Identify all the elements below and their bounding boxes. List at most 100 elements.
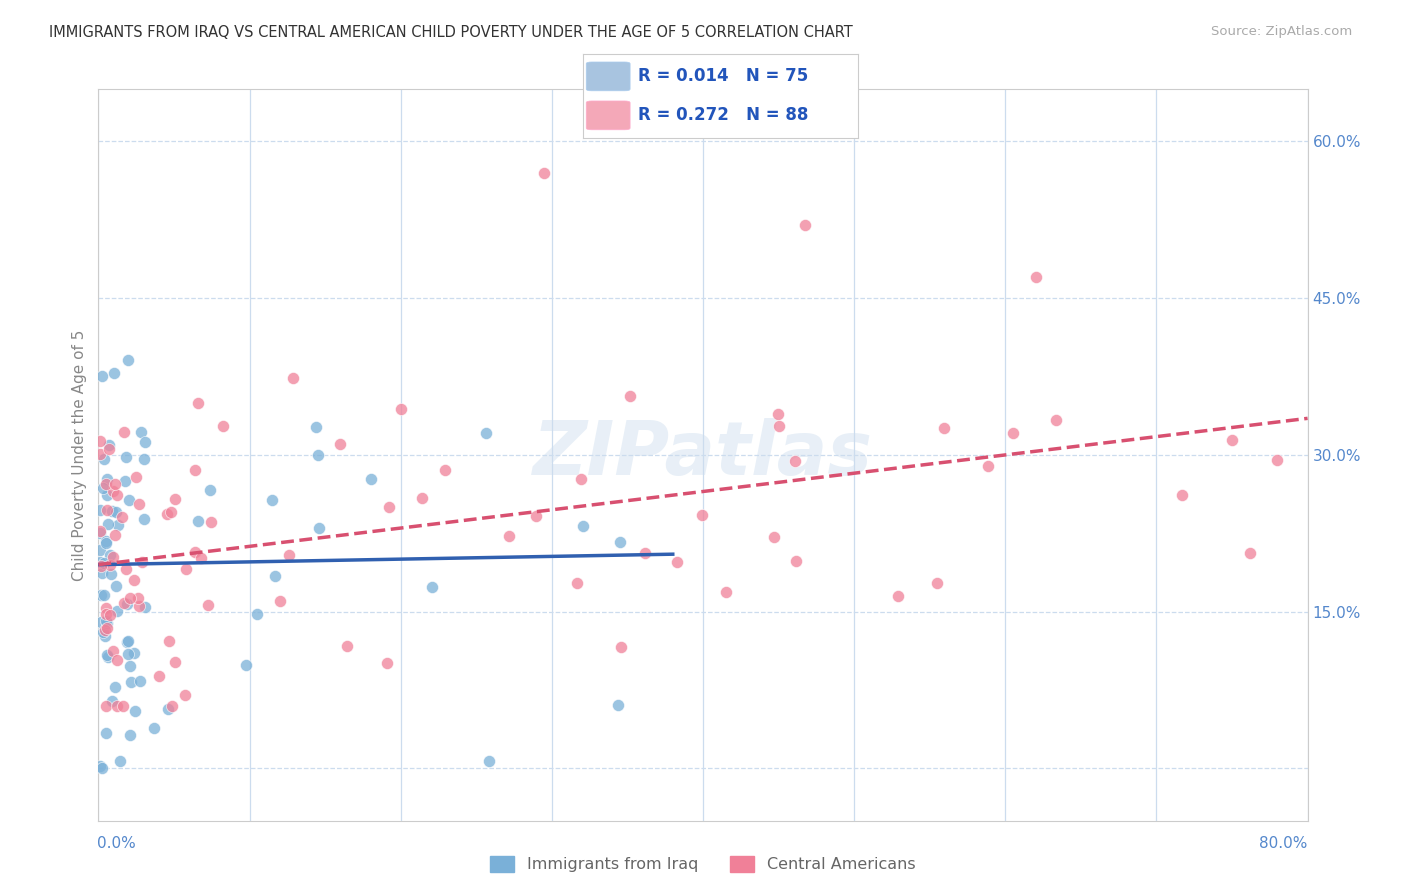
Point	[360, 473, 382, 487]
Point	[103, 550, 125, 565]
Point	[118, 728, 141, 742]
Point	[305, 420, 328, 434]
Point	[634, 546, 657, 560]
Point	[91, 481, 114, 495]
Point	[94, 629, 117, 643]
Point	[103, 483, 125, 498]
Text: ZIPatlas: ZIPatlas	[533, 418, 873, 491]
Point	[498, 529, 520, 543]
Point	[173, 688, 195, 702]
Point	[157, 633, 180, 648]
Point	[110, 754, 132, 768]
Point	[97, 650, 120, 665]
Point	[690, 508, 713, 522]
Point	[104, 477, 127, 491]
FancyBboxPatch shape	[586, 62, 630, 91]
Point	[112, 596, 135, 610]
Point	[90, 761, 112, 775]
Y-axis label: Child Poverty Under the Age of 5: Child Poverty Under the Age of 5	[72, 329, 87, 581]
Point	[378, 500, 401, 514]
Point	[246, 607, 269, 622]
Point	[977, 458, 1000, 473]
Point	[1220, 433, 1243, 447]
Point	[94, 601, 117, 615]
Point	[129, 425, 152, 439]
Point	[269, 593, 291, 607]
Point	[89, 434, 111, 448]
Point	[93, 588, 115, 602]
Point	[89, 447, 111, 461]
Point	[111, 510, 134, 524]
Point	[90, 615, 112, 629]
Point	[101, 644, 124, 658]
Point	[281, 371, 304, 385]
Point	[105, 698, 128, 713]
Point	[567, 576, 589, 591]
Point	[794, 218, 817, 232]
Point	[114, 450, 136, 464]
Point	[183, 463, 205, 477]
Point	[571, 472, 593, 486]
Point	[142, 721, 165, 735]
Point	[120, 659, 142, 673]
Point	[94, 698, 117, 713]
Point	[389, 401, 412, 416]
Point	[887, 589, 910, 603]
Point	[134, 434, 156, 449]
Text: 80.0%: 80.0%	[1260, 837, 1308, 851]
Point	[117, 633, 139, 648]
Point	[94, 614, 117, 628]
Point	[117, 647, 139, 661]
Point	[124, 704, 146, 718]
Point	[197, 598, 219, 612]
FancyBboxPatch shape	[586, 101, 630, 130]
Point	[610, 640, 633, 655]
Text: Source: ZipAtlas.com: Source: ZipAtlas.com	[1212, 25, 1353, 38]
Point	[160, 505, 183, 519]
Point	[160, 698, 183, 713]
Point	[411, 491, 433, 505]
Point	[105, 578, 128, 592]
Point	[122, 573, 145, 587]
Point	[200, 483, 222, 497]
Point	[104, 681, 127, 695]
Point	[97, 516, 120, 531]
Point	[475, 425, 498, 440]
Point	[93, 556, 115, 570]
Point	[174, 562, 197, 576]
Point	[128, 497, 150, 511]
Point	[524, 509, 547, 524]
Point	[107, 517, 129, 532]
Text: R = 0.272   N = 88: R = 0.272 N = 88	[638, 106, 808, 124]
Point	[91, 566, 114, 580]
Point	[1267, 453, 1289, 467]
Point	[132, 452, 155, 467]
Point	[619, 389, 641, 403]
Point	[122, 646, 145, 660]
Point	[89, 543, 111, 558]
Point	[156, 508, 179, 522]
Point	[1171, 487, 1194, 501]
Point	[96, 503, 118, 517]
Point	[187, 514, 209, 528]
Point	[90, 558, 112, 573]
Point	[117, 597, 139, 611]
Point	[308, 521, 330, 535]
Point	[101, 504, 124, 518]
Point	[184, 545, 207, 559]
Point	[148, 669, 170, 683]
Point	[785, 554, 807, 568]
Point	[117, 635, 139, 649]
Point	[105, 604, 128, 618]
Point	[1024, 270, 1046, 285]
Point	[165, 655, 187, 669]
Point	[768, 418, 790, 433]
Point	[606, 698, 628, 713]
Point	[609, 535, 631, 549]
Point	[96, 472, 118, 486]
Point	[120, 591, 142, 606]
Point	[329, 437, 352, 451]
Point	[127, 591, 149, 605]
Point	[1001, 426, 1024, 441]
Point	[925, 576, 948, 591]
